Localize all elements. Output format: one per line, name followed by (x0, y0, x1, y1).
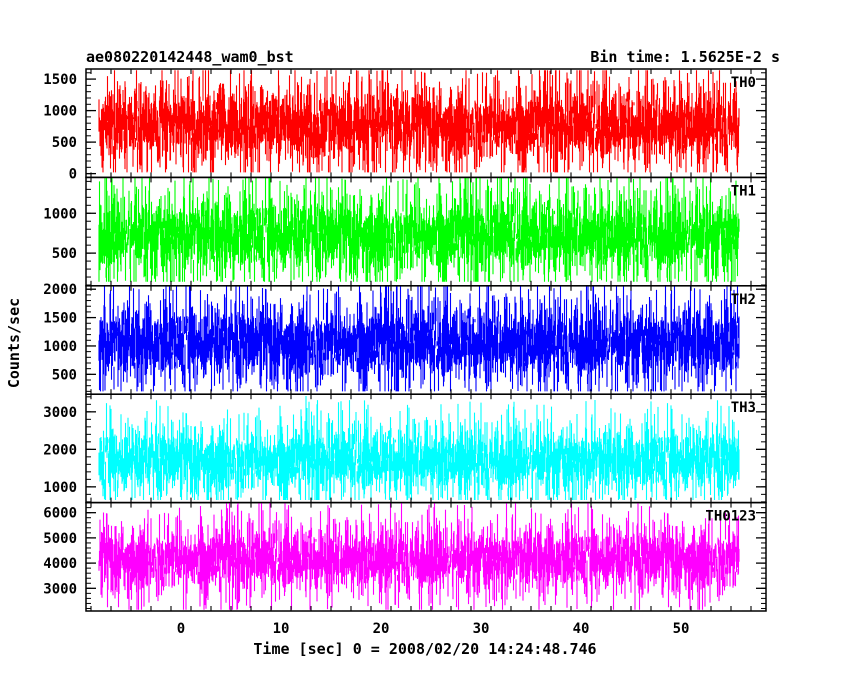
panel-label-th2: TH2 (731, 292, 756, 308)
panel-label-th0123: TH0123 (705, 509, 756, 525)
panel-th1: 500 1000 TH1 (43, 176, 767, 287)
x-tick-label: 40 (573, 621, 590, 637)
y-tick-label: 4000 (43, 556, 77, 572)
y-tick-label: 1000 (43, 480, 77, 496)
y-tick-label: 500 (52, 135, 77, 151)
panel-frame (85, 501, 767, 612)
x-axis-label: Time [sec] 0 = 2008/02/20 14:24:48.746 (253, 640, 596, 658)
chart-title: ae080220142448_wam0_bst (86, 48, 294, 66)
series-th2 (98, 285, 740, 392)
y-tick-label: 1000 (43, 206, 77, 222)
panel-th0123: 3000 4000 5000 6000 TH0123 (43, 501, 767, 612)
y-tick-label: 1000 (43, 104, 77, 120)
panel-th3: 1000 2000 3000 TH3 (43, 393, 767, 504)
y-tick-label: 2000 (43, 282, 77, 298)
y-tick-label: 6000 (43, 506, 77, 522)
x-tick-label: 50 (673, 621, 690, 637)
x-tick-label: 10 (273, 621, 290, 637)
panel-th0: 0 500 1000 1500 TH0 (43, 68, 767, 183)
y-tick-label: 500 (52, 367, 77, 383)
y-tick-label: 3000 (43, 405, 77, 421)
y-tick-label: 3000 (43, 581, 77, 597)
y-tick-label: 0 (69, 167, 77, 183)
series-th0 (98, 70, 740, 173)
bin-time-label: Bin time: 1.5625E-2 s (590, 48, 780, 66)
panel-label-th0: TH0 (731, 75, 756, 91)
y-axis-label: Counts/sec (5, 298, 23, 388)
panel-label-th1: TH1 (731, 183, 756, 199)
series-th3 (98, 396, 740, 500)
series-th1 (98, 177, 740, 282)
series-th0123 (98, 502, 740, 610)
x-tick-label: 30 (473, 621, 490, 637)
x-axis: 0 10 20 30 40 50 (177, 621, 690, 637)
x-tick-label: 0 (177, 621, 185, 637)
y-tick-label: 1500 (43, 72, 77, 88)
y-tick-label: 1500 (43, 311, 77, 327)
panel-th2: 500 1000 1500 2000 TH2 (43, 282, 767, 395)
panel-stack: 0 500 1000 1500 TH0 500 1000 TH1 500 1000 1500 2000… (43, 68, 767, 612)
y-tick-label: 5000 (43, 531, 77, 547)
panel-label-th3: TH3 (731, 400, 756, 416)
y-tick-label: 2000 (43, 442, 77, 458)
y-tick-label: 500 (52, 246, 77, 262)
x-tick-label: 20 (373, 621, 390, 637)
y-tick-label: 1000 (43, 339, 77, 355)
